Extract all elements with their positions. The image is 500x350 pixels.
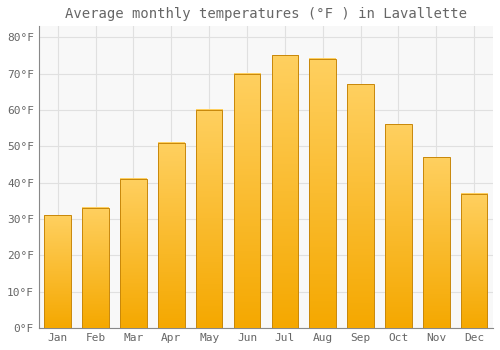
Bar [44, 216, 71, 328]
Bar [272, 55, 298, 328]
Bar [234, 74, 260, 328]
Bar [82, 208, 109, 328]
Bar [348, 84, 374, 328]
Bar [310, 59, 336, 328]
Bar [196, 110, 222, 328]
Bar [461, 194, 487, 328]
Bar [423, 157, 450, 328]
Bar [120, 179, 146, 328]
Bar [385, 125, 411, 328]
Bar [158, 143, 184, 328]
Title: Average monthly temperatures (°F ) in Lavallette: Average monthly temperatures (°F ) in La… [65, 7, 467, 21]
